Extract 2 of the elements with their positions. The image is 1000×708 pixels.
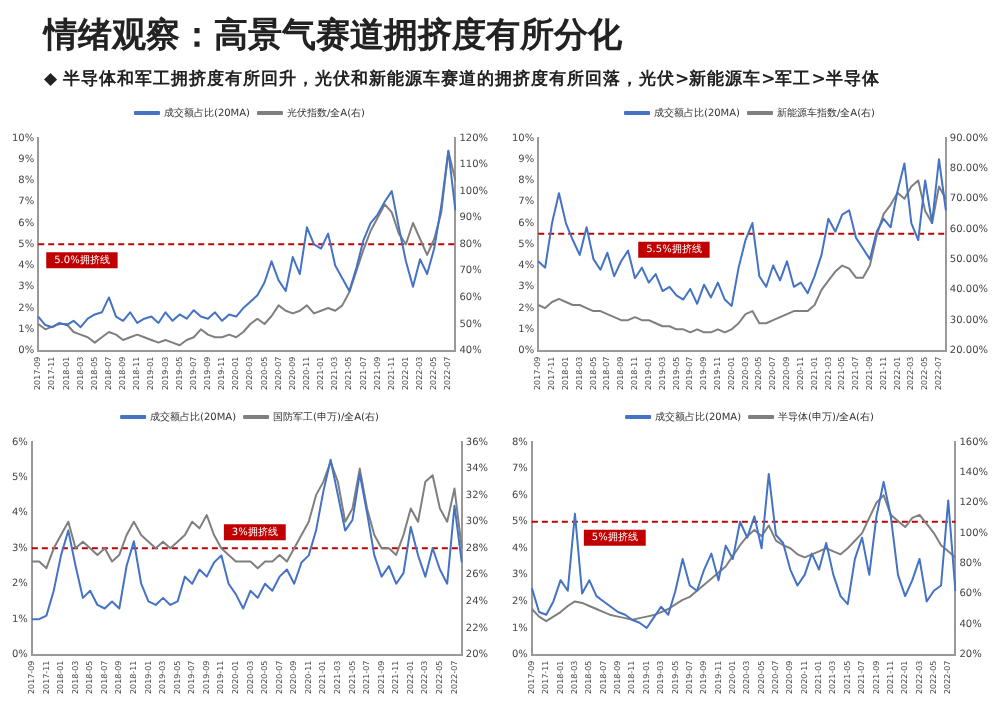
chart-subtitle: ◆ 半导体和军工拥挤度有所回升，光伏和新能源车赛道的拥挤度有所回落，光伏>新能源车>军工>半导体 bbox=[42, 67, 882, 94]
chart-title: 情绪观察：高景气赛道拥挤度有所分化 bbox=[40, 14, 624, 60]
